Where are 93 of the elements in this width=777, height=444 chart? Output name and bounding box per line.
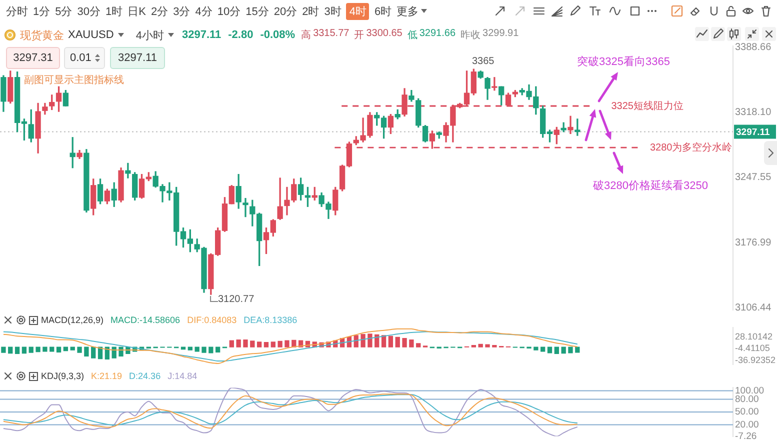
- bar: [284, 340, 290, 348]
- y-tick-label: 3106.44: [735, 302, 772, 314]
- chart-subtitle: XAUUSD: [68, 29, 114, 41]
- text: 分时 1分 5分 30分 1时 日K 2分 3分 4分 10分 15分 20分 2时 3时 4时 6时 更多: [6, 6, 419, 18]
- bar: [229, 340, 234, 348]
- bar: [368, 334, 372, 348]
- bar: [534, 346, 538, 350]
- text: K:21.19: [91, 371, 122, 381]
- bar: [554, 346, 559, 354]
- bar: [236, 339, 241, 348]
- candlestick: [242, 198, 248, 218]
- bar: [492, 344, 497, 348]
- y-tick-label: -36.92352: [735, 355, 776, 366]
- annotation: 3120.77: [218, 294, 254, 305]
- annotation: 3365: [472, 56, 494, 67]
- ref-line-label: 3280为多空分水岭: [650, 141, 732, 154]
- bar: [215, 346, 220, 353]
- bar: [471, 344, 476, 348]
- y-tick-label: 80.00: [735, 394, 759, 405]
- text: 4小时: [136, 28, 164, 42]
- bar: [561, 346, 566, 354]
- bar: [194, 346, 200, 352]
- bar: [1, 346, 6, 353]
- bar: [409, 339, 414, 348]
- y-tick-label: 3318.10: [735, 107, 772, 118]
- bar: [402, 338, 407, 348]
- candlestick: [568, 116, 574, 134]
- bar: [8, 346, 13, 354]
- bar: [270, 342, 276, 348]
- bar: [208, 346, 214, 354]
- candlestick: [125, 162, 131, 178]
- y-tick-label: 20.00: [735, 419, 759, 430]
- bar: [395, 336, 400, 348]
- bar: [243, 339, 248, 348]
- bar: [91, 346, 96, 358]
- bar: [264, 342, 269, 348]
- text: DEA:8.13386: [244, 315, 298, 325]
- bar: [14, 346, 20, 354]
- chart-title: 现货黄金: [20, 28, 64, 42]
- bar: [28, 346, 34, 353]
- chart-title: KDJ(9,3,3): [41, 371, 84, 381]
- annotation: 3297.31: [13, 52, 53, 64]
- price-box: 3297.31: [6, 47, 60, 69]
- candlestick: [492, 77, 498, 91]
- bar: [63, 346, 68, 352]
- line-series: [2, 388, 578, 436]
- y-tick-label: 28.10142: [735, 331, 773, 342]
- bar: [568, 346, 573, 354]
- bar: [188, 346, 192, 350]
- y-tick-label: 3388.66: [735, 42, 772, 53]
- y-tick-label: 100.00: [735, 385, 764, 396]
- bar: [84, 346, 89, 357]
- bar: [22, 346, 27, 354]
- bar: [388, 336, 394, 348]
- bar: [50, 346, 54, 352]
- bar: [540, 346, 546, 352]
- text: J:14.84: [168, 371, 198, 381]
- bar: [485, 344, 490, 348]
- bar: [56, 346, 62, 353]
- text: D:24.36: [129, 371, 161, 381]
- bar: [360, 334, 366, 348]
- price-box: 3297.11: [110, 47, 165, 69]
- bar: [381, 335, 386, 348]
- y-tick-label: -4.41105: [735, 343, 770, 354]
- annotation: 突破3325看向3365: [577, 54, 670, 69]
- annotation: 破3280价格延续看3250: [593, 179, 708, 193]
- y-tick-label: 3247.55: [735, 172, 772, 184]
- bar: [36, 346, 40, 352]
- bar: [70, 346, 75, 350]
- y-tick-label: 50.00: [735, 406, 759, 418]
- bar: [77, 346, 82, 353]
- bar: [278, 340, 282, 348]
- annotation: 副图可显示主图指标线: [24, 74, 124, 87]
- chart-title: MACD(12,26,9): [41, 315, 104, 325]
- ref-line-label: 3297.11: [736, 126, 771, 138]
- annotation: 0.01: [70, 52, 92, 64]
- annotation: 3297.11: [118, 52, 157, 64]
- bar: [416, 343, 421, 348]
- bar: [478, 344, 483, 348]
- bar: [250, 340, 255, 348]
- bar: [42, 346, 48, 352]
- ref-line-label: 3325短线阻力位: [611, 100, 684, 112]
- number-field: 0.01: [64, 47, 105, 69]
- bar: [118, 346, 124, 357]
- text: 3297.11 -2.80 -0.08%: [182, 29, 296, 41]
- text: DIF:0.84083: [187, 315, 237, 325]
- bar: [547, 346, 552, 354]
- bar: [256, 342, 262, 348]
- text: 高 3315.77 开 3300.65 低 3291.66 昨收 3299.91: [301, 28, 519, 42]
- text: MACD:-14.58606: [110, 315, 180, 325]
- bar: [202, 346, 206, 353]
- y-tick-label: 3176.99: [735, 237, 772, 248]
- y-tick-label: -7.26: [735, 430, 757, 442]
